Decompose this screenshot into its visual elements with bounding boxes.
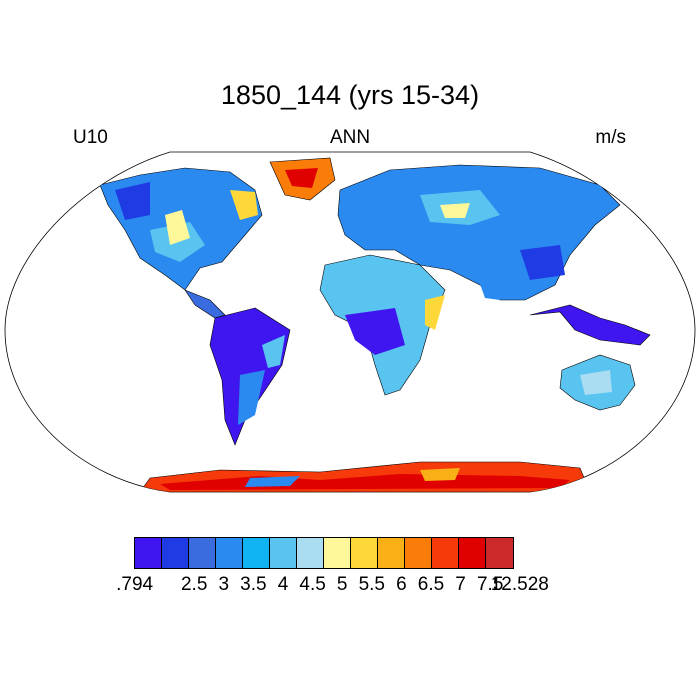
colorbar-tick-label: 6 <box>396 574 407 595</box>
colorbar-swatch <box>216 538 243 568</box>
variable-label: U10 <box>73 127 108 148</box>
colorbar-swatch <box>486 538 513 568</box>
colorbar-swatch <box>351 538 378 568</box>
season-label: ANN <box>329 127 371 148</box>
colorbar-tick-label: 4 <box>277 574 289 595</box>
colorbar-tick-label: 5 <box>336 574 348 595</box>
colorbar-tick-label: 4.5 <box>299 574 326 595</box>
colorbar-tick-label: 12.528 <box>490 574 549 595</box>
colorbar-swatch <box>243 538 270 568</box>
map-title: 1850_144 (yrs 15-34) <box>220 80 480 110</box>
colorbar-tick-label: 3.5 <box>240 574 267 595</box>
colorbar-tick-label: 3 <box>218 574 230 595</box>
colorbar-swatch <box>378 538 405 568</box>
units-label: m/s <box>595 127 626 148</box>
colorbar-tick-label: 6.5 <box>417 574 445 595</box>
maritime-se-asia <box>529 304 651 346</box>
colorbar-swatch <box>162 538 189 568</box>
colorbar-labels: .794 2.5 3 3.5 4 4.5 5 5.5 6 6.5 7 7.5 12.528 <box>0 574 700 598</box>
colorbar-tick-label: 7.5 <box>476 574 504 595</box>
colorbar-swatch <box>432 538 459 568</box>
colorbar-tick-label: 7 <box>455 574 466 595</box>
colorbar <box>134 537 514 569</box>
colorbar-swatch <box>405 538 432 568</box>
colorbar-tick-label: 2.5 <box>180 574 208 595</box>
colorbar-swatch <box>297 538 324 568</box>
colorbar-swatch <box>324 538 351 568</box>
colorbar-swatch <box>459 538 486 568</box>
colorbar-swatch <box>135 538 162 568</box>
colorbar-tick-label: 5.5 <box>358 574 386 595</box>
colorbar-tick-label: .794 <box>116 574 154 595</box>
colorbar-swatch <box>270 538 297 568</box>
colorbar-swatch <box>189 538 216 568</box>
